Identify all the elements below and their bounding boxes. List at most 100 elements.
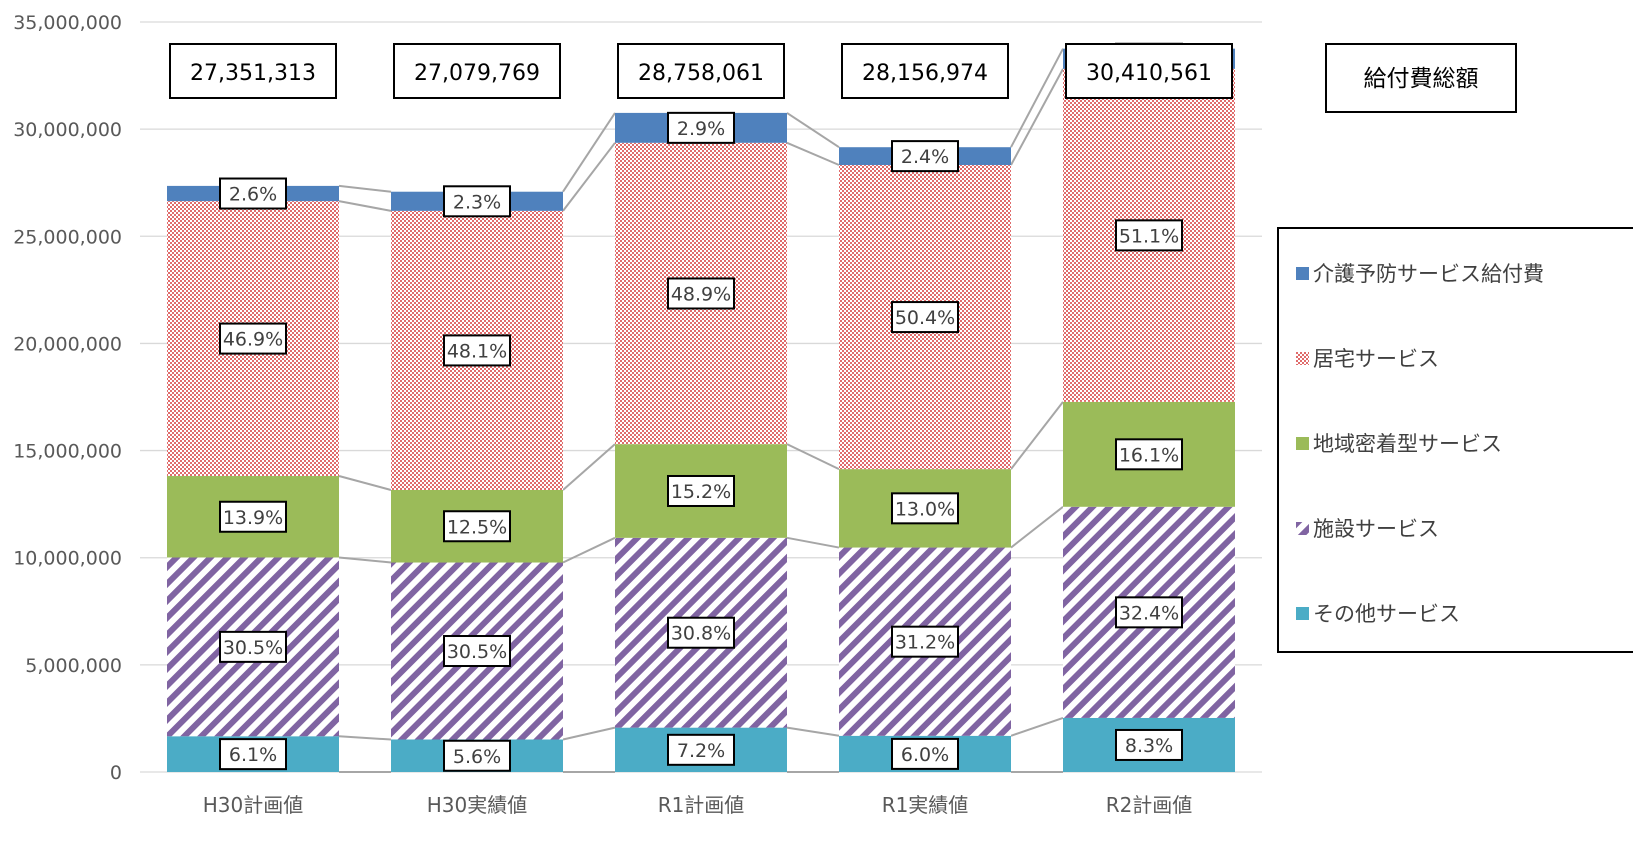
percent-label-text: 48.9%: [671, 283, 731, 305]
percent-label: 13.0%: [891, 492, 959, 525]
series-line: [562, 443, 616, 491]
percent-label: 32.4%: [1115, 596, 1183, 629]
percent-label-box: [891, 492, 959, 525]
legend-label: 施設サービス: [1313, 517, 1439, 541]
percent-label-box: [667, 474, 735, 507]
legend-label: その他サービス: [1313, 602, 1460, 626]
x-category-label: R2計画値: [1106, 793, 1193, 817]
percent-label-text: 2.9%: [677, 118, 725, 140]
percent-label-text: 16.1%: [1119, 444, 1179, 466]
totals-title: 給付費総額: [1364, 66, 1479, 92]
series-line: [338, 475, 392, 491]
series-line: [562, 536, 616, 564]
total-box-frame: [169, 43, 337, 99]
percent-label-text: 50.4%: [895, 307, 955, 329]
percent-label-text: 32.4%: [1119, 602, 1179, 624]
x-axis-category-labels: H30計画値 H30実績値 R1計画値 R1実績値 R2計画値: [203, 793, 1193, 817]
total-value: 28,758,061: [638, 61, 764, 86]
bars: [167, 48, 1235, 772]
y-tick-label: 30,000,000: [13, 119, 122, 141]
percent-label-box: [891, 140, 959, 173]
percent-label: 30.5%: [219, 630, 287, 663]
total-box-frame: [841, 43, 1009, 99]
percent-label: 2.3%: [443, 185, 511, 218]
percent-label: 30.8%: [667, 616, 735, 649]
series-line: [562, 726, 616, 741]
total-box: 27,079,769: [393, 43, 561, 99]
percent-label: 16.1%: [1115, 438, 1183, 471]
percent-label: 7.2%: [667, 733, 735, 766]
percent-label-text: 7.2%: [677, 740, 725, 762]
legend-item: 施設サービス: [1296, 517, 1439, 541]
series-line: [562, 142, 616, 212]
x-category-label: R1計画値: [658, 793, 745, 817]
percent-label-box: [1115, 728, 1183, 761]
series-line: [338, 735, 392, 741]
series-line: [338, 200, 392, 212]
percent-label: 6.1%: [219, 738, 287, 771]
percent-label: 46.9%: [219, 322, 287, 355]
percent-label: 6.0%: [891, 737, 959, 770]
percent-label-box: [1115, 438, 1183, 471]
percent-label-box: [443, 739, 511, 772]
percent-label-text: 2.3%: [453, 191, 501, 213]
total-box: 27,351,313: [169, 43, 337, 99]
percent-label: 30.5%: [443, 635, 511, 668]
y-tick-label: 35,000,000: [13, 12, 122, 34]
percent-label-box: [667, 277, 735, 310]
series-connector-lines: [338, 48, 1064, 773]
percent-label: 2.6%: [219, 177, 287, 210]
total-value: 28,156,974: [862, 61, 988, 86]
percent-label-text: 13.9%: [223, 507, 283, 529]
y-axis-tick-labels: 0 5,000,000 10,000,000 15,000,000 20,000,000…: [13, 12, 122, 784]
percent-label-text: 2.6%: [229, 184, 277, 206]
total-value: 27,079,769: [414, 61, 540, 86]
percent-label: 48.9%: [667, 277, 735, 310]
total-box: 30,410,561: [1065, 43, 1233, 99]
series-line: [786, 536, 840, 549]
percent-label-box: [219, 630, 287, 663]
total-box-frame: [1065, 43, 1233, 99]
percent-label: 8.3%: [1115, 728, 1183, 761]
percent-label: 31.2%: [891, 625, 959, 658]
series-line: [1010, 68, 1064, 166]
x-category-label: R1実績値: [882, 793, 969, 817]
y-tick-label: 5,000,000: [25, 655, 122, 677]
x-category-label: H30計画値: [203, 793, 304, 817]
percent-label-box: [1115, 219, 1183, 252]
percent-label-box: [891, 625, 959, 658]
series-line: [338, 556, 392, 564]
percent-label-text: 12.5%: [447, 516, 507, 538]
series-line: [338, 184, 392, 193]
percent-label-text: 30.5%: [447, 641, 507, 663]
legend-swatch: [1296, 352, 1309, 365]
legend-swatch: [1296, 522, 1309, 535]
total-box: 28,156,974: [841, 43, 1009, 99]
percent-label: 48.1%: [443, 334, 511, 367]
percent-label-text: 48.1%: [447, 340, 507, 362]
percent-label-box: [443, 185, 511, 218]
legend-item: 地域密着型サービス: [1296, 432, 1502, 456]
percent-label-box: [219, 500, 287, 533]
total-value: 30,410,561: [1086, 61, 1212, 86]
legend-swatch: [1296, 267, 1309, 280]
y-tick-label: 10,000,000: [13, 548, 122, 570]
series-line: [786, 443, 840, 471]
percent-label-text: 5.6%: [453, 746, 501, 768]
percent-label-box: [1115, 596, 1183, 629]
series-line: [1010, 48, 1064, 148]
percent-label-box: [219, 738, 287, 771]
percent-label-box: [667, 111, 735, 144]
percent-label: 2.9%: [667, 111, 735, 144]
percent-label: 50.4%: [891, 301, 959, 334]
percent-label-text: 30.8%: [671, 623, 731, 645]
percent-label-box: [443, 635, 511, 668]
legend-label: 居宅サービス: [1313, 347, 1439, 371]
percent-label-text: 6.1%: [229, 744, 277, 766]
percent-label: 5.6%: [443, 739, 511, 772]
series-line: [1010, 505, 1064, 549]
legend-label: 介護予防サービス給付費: [1313, 262, 1544, 286]
legend-swatch: [1296, 437, 1309, 450]
